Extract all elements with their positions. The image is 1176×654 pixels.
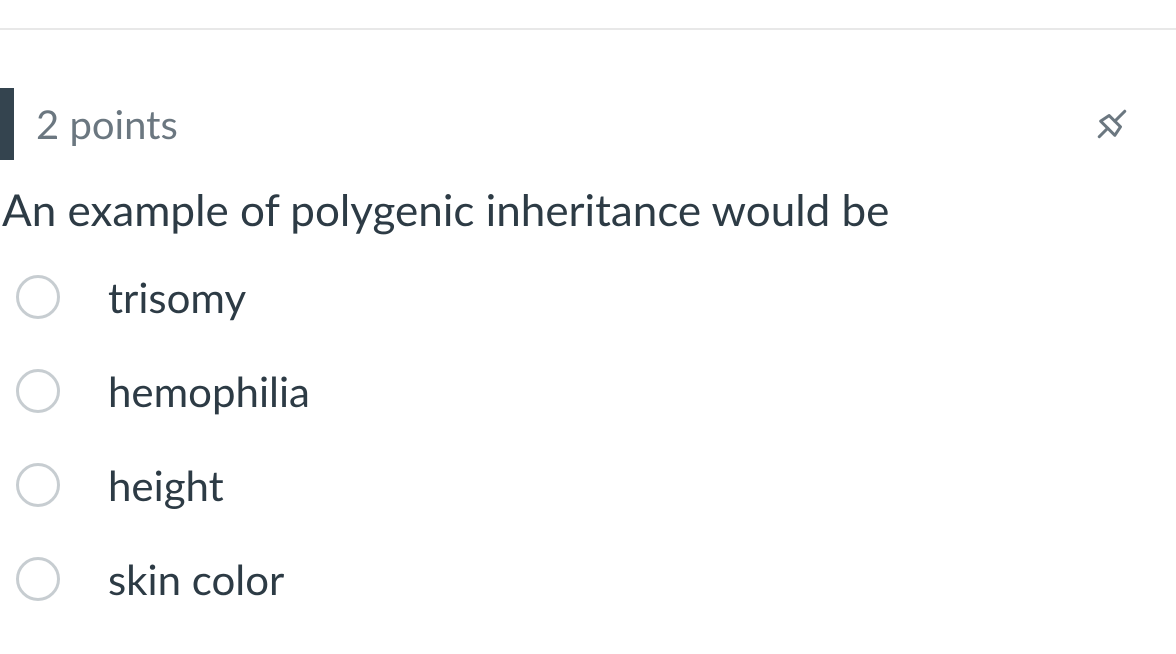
points-left: 2 points: [0, 88, 178, 160]
option-label: trisomy: [108, 272, 246, 322]
options-list: trisomy hemophilia height skin color: [0, 272, 1176, 604]
top-divider: [0, 0, 1176, 30]
radio-icon[interactable]: [16, 369, 60, 413]
option-label: height: [108, 460, 224, 510]
radio-icon[interactable]: [16, 557, 60, 601]
question-container: 2 points An example of polygenic inherit…: [0, 30, 1176, 604]
option-1[interactable]: hemophilia: [16, 366, 1176, 416]
radio-icon[interactable]: [16, 275, 60, 319]
points-row: 2 points: [0, 88, 1176, 160]
option-label: hemophilia: [108, 366, 310, 416]
question-prompt: An example of polygenic inheritance woul…: [0, 184, 1176, 236]
option-2[interactable]: height: [16, 460, 1176, 510]
option-3[interactable]: skin color: [16, 554, 1176, 604]
accent-bar: [0, 88, 14, 160]
points-label: 2 points: [36, 100, 178, 148]
option-label: skin color: [108, 554, 284, 604]
radio-icon[interactable]: [16, 463, 60, 507]
option-0[interactable]: trisomy: [16, 272, 1176, 322]
pin-icon[interactable]: [1088, 100, 1136, 148]
